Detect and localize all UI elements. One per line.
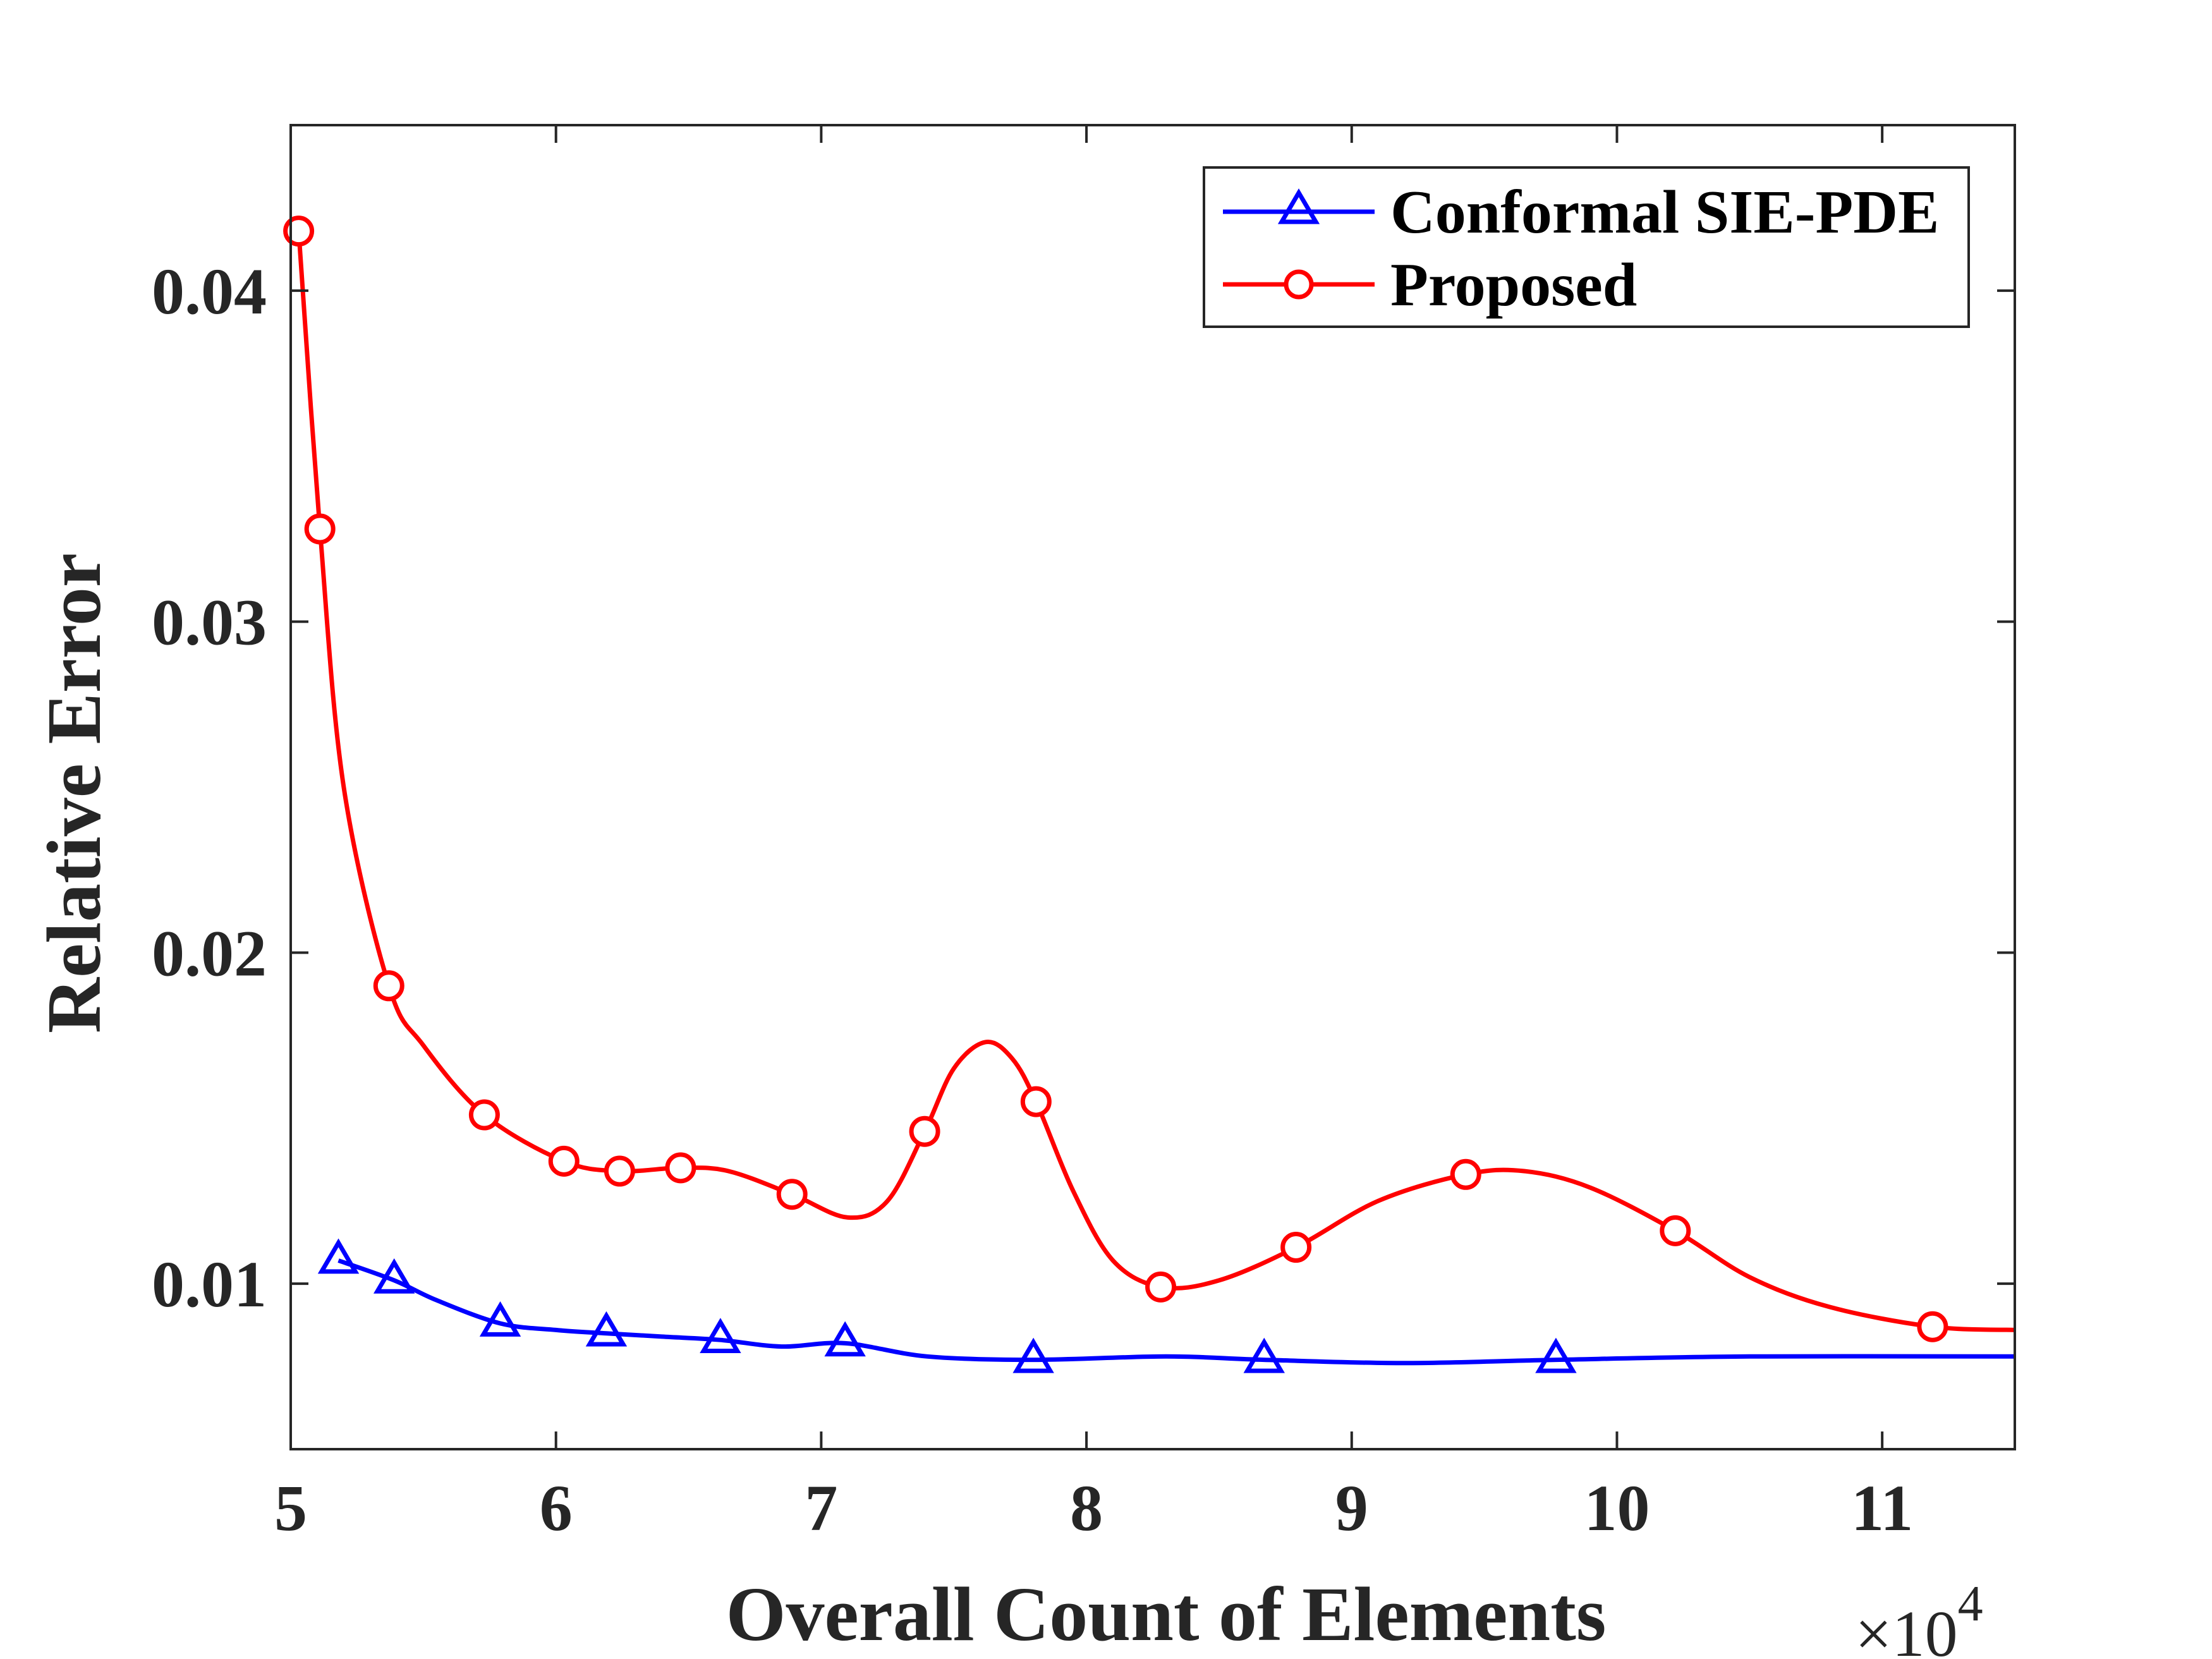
axes-layer: 5 6 7 8 9 10 11 0.01 0.02 0.03 0.04 <box>152 124 2016 1545</box>
marker-conformal-5 <box>824 1321 866 1357</box>
y-axis-title: Relative Error <box>32 553 117 1033</box>
y-tick-label-2: 0.03 <box>152 586 267 659</box>
x-tick-label-4: 9 <box>1335 1472 1368 1545</box>
x-tick-label-6: 11 <box>1851 1472 1913 1545</box>
marker-conformal-4 <box>700 1318 741 1354</box>
marker-proposed-3 <box>468 1099 500 1131</box>
legend-marker-triangle <box>1277 188 1320 224</box>
legend-label-proposed: Proposed <box>1390 251 1637 319</box>
marker-proposed-12 <box>1450 1158 1481 1190</box>
x-multiplier-label: ×104 <box>1855 1576 1983 1659</box>
marker-proposed-13 <box>1660 1215 1691 1246</box>
legend-box <box>1203 166 1970 328</box>
y-tick-label-0: 0.01 <box>152 1248 267 1321</box>
marker-proposed-6 <box>665 1152 696 1184</box>
plot-frame <box>289 124 2016 1450</box>
marker-proposed-7 <box>776 1179 808 1210</box>
marker-proposed-0 <box>283 216 315 247</box>
marker-proposed-5 <box>604 1155 635 1187</box>
legend: Conformal SIE-PDE Proposed <box>1203 166 1970 328</box>
x-tick-label-5: 10 <box>1584 1472 1650 1545</box>
marker-conformal-0 <box>317 1238 360 1274</box>
marker-proposed-8 <box>909 1115 940 1147</box>
x-multiplier-base: ×10 <box>1855 1598 1958 1659</box>
marker-conformal-6 <box>1012 1337 1054 1373</box>
marker-proposed-9 <box>1020 1086 1052 1117</box>
marker-proposed-11 <box>1280 1232 1312 1263</box>
x-tick-label-2: 7 <box>805 1472 837 1545</box>
marker-proposed-10 <box>1145 1271 1177 1303</box>
marker-conformal-3 <box>585 1311 628 1347</box>
x-multiplier-exponent: 4 <box>1958 1576 1983 1632</box>
legend-label-conformal: Conformal SIE-PDE <box>1390 178 1939 246</box>
marker-proposed-4 <box>548 1145 580 1177</box>
marker-proposed-2 <box>373 970 404 1002</box>
x-tick-label-3: 8 <box>1070 1472 1103 1545</box>
legend-marker-circle <box>1284 269 1314 300</box>
marker-proposed-1 <box>304 513 336 545</box>
y-tick-label-3: 0.04 <box>152 255 267 328</box>
x-axis-title: Overall Count of Elements <box>726 1572 1607 1657</box>
marker-conformal-1 <box>373 1258 415 1294</box>
series-line-proposed <box>296 231 2015 1332</box>
series-line-conformal <box>337 1258 2015 1366</box>
x-tick-label-1: 6 <box>540 1472 573 1545</box>
marker-proposed-14 <box>1917 1311 1948 1342</box>
x-tick-label-0: 5 <box>274 1472 307 1545</box>
marker-conformal-7 <box>1243 1337 1285 1373</box>
marker-conformal-8 <box>1535 1337 1577 1373</box>
y-tick-label-1: 0.02 <box>152 917 267 990</box>
marker-conformal-2 <box>479 1301 521 1337</box>
series-layer <box>283 216 2015 1373</box>
